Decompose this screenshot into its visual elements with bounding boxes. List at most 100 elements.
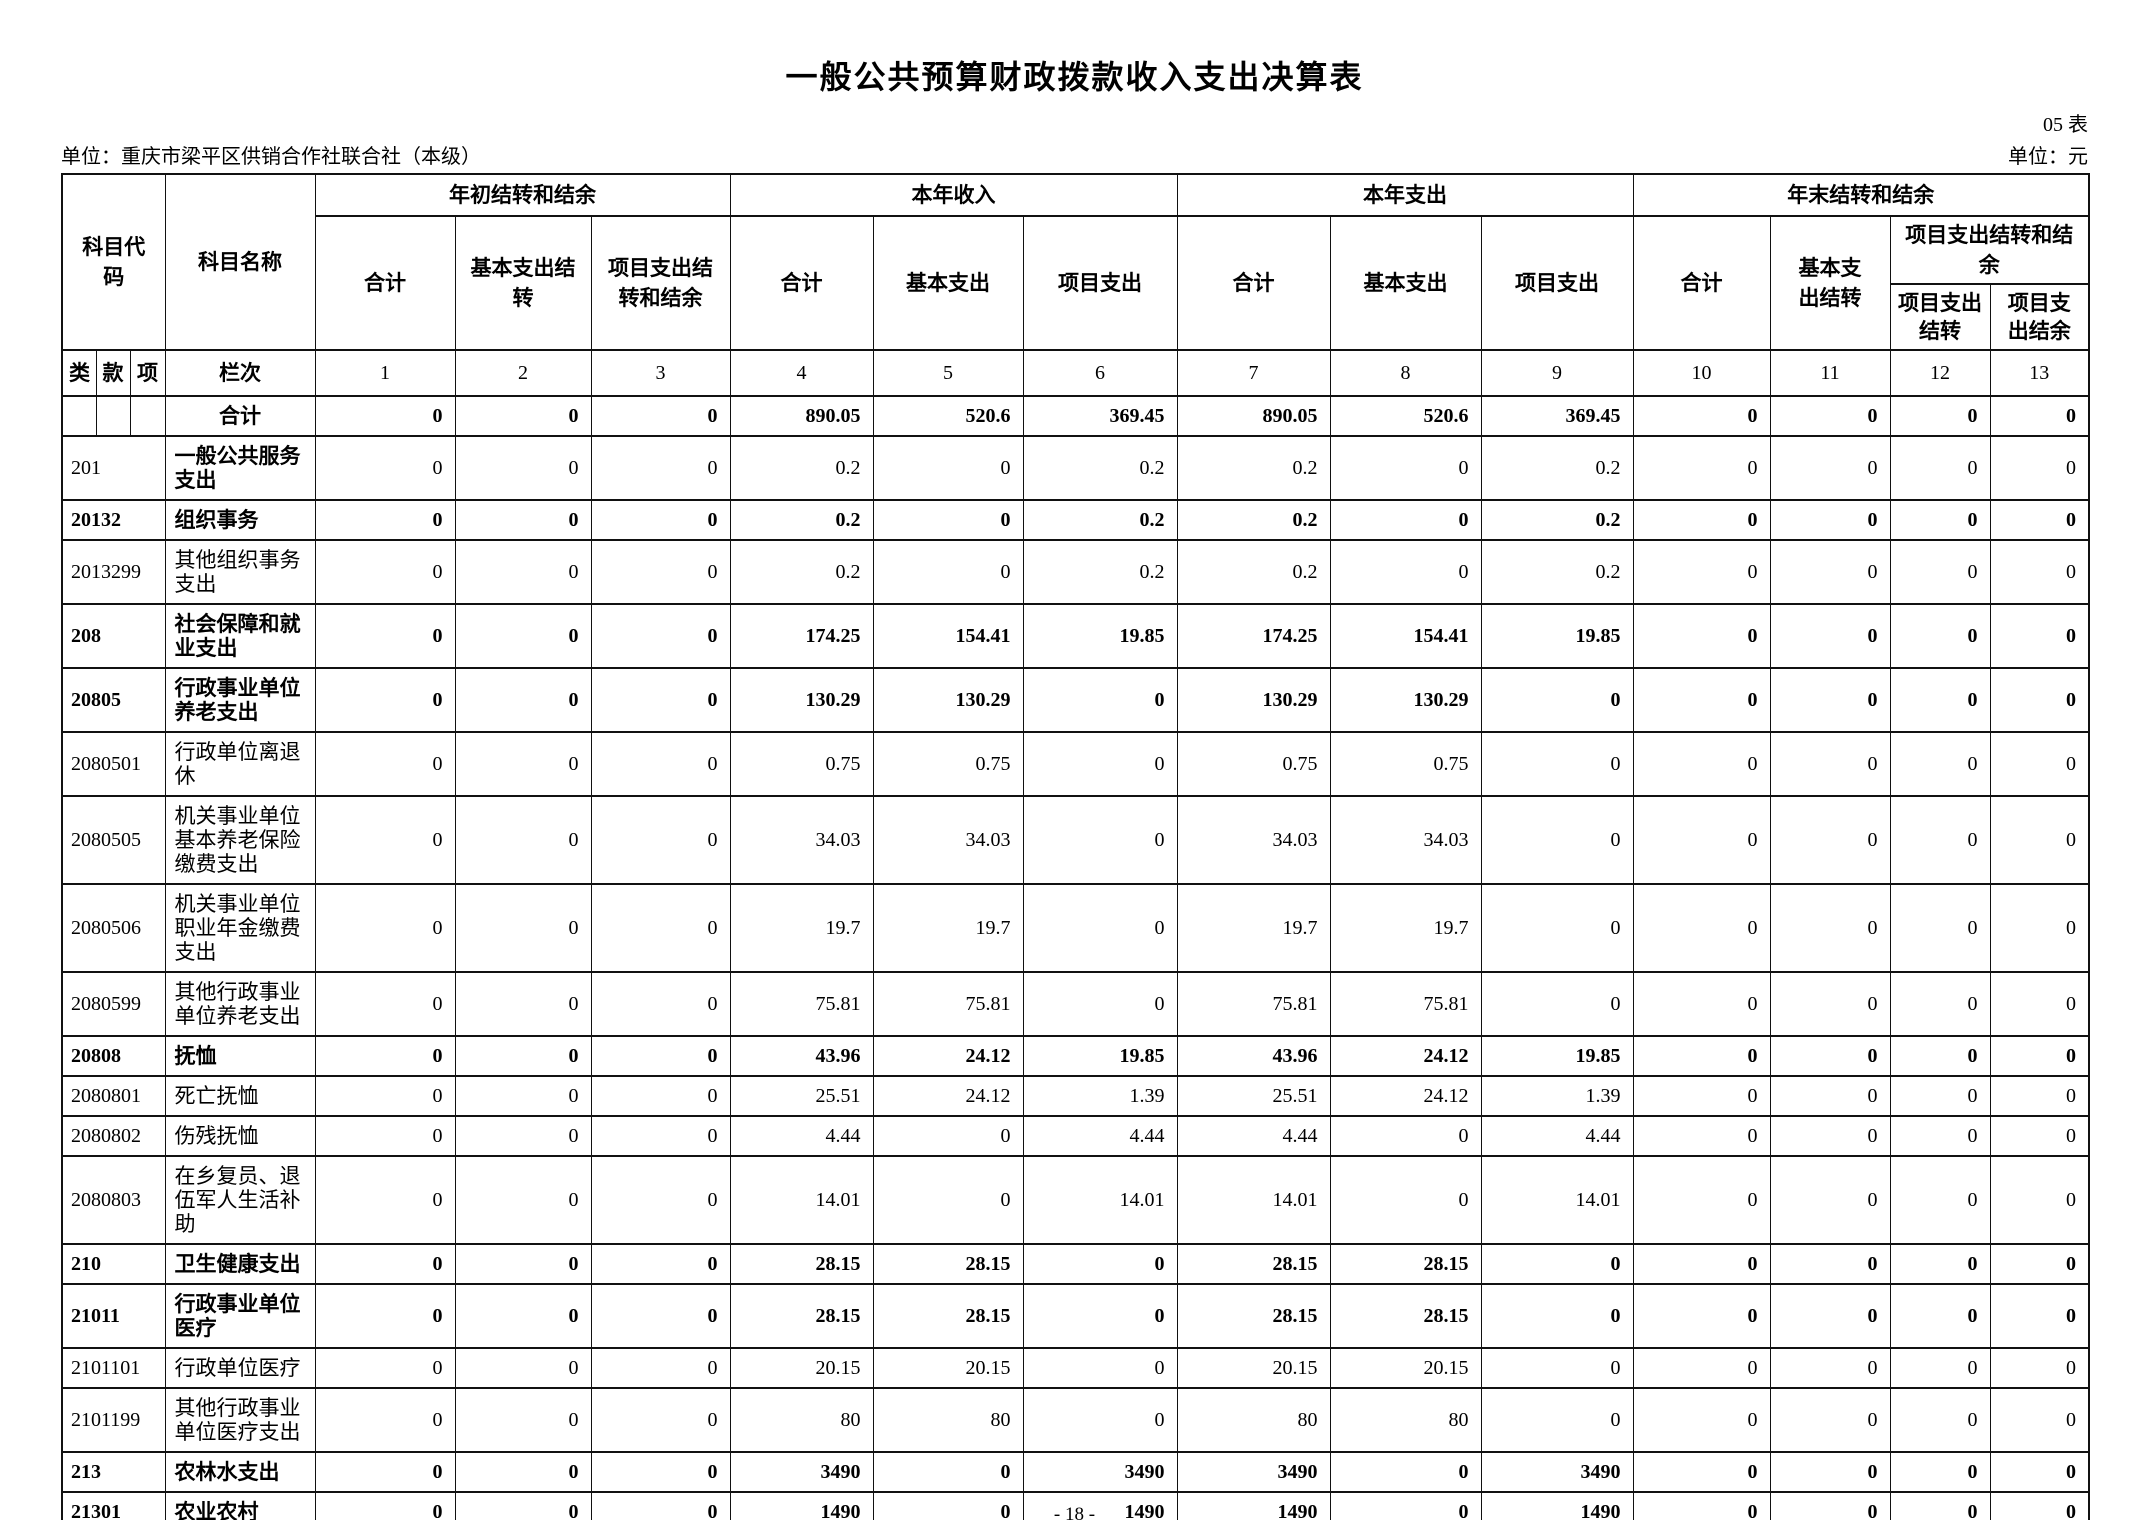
table-row: 2080506 机关事业单位职业年金缴费支出 0 0 0 19.7 19.7 0 19.7 19.… <box>61 883 2090 973</box>
value-cell: 0 <box>1329 1491 1482 1520</box>
subject-name-cell: 合计 <box>164 395 316 437</box>
value-cell: 0.2 <box>1480 435 1634 501</box>
value-cell: 0 <box>314 667 456 733</box>
subject-code-cell: 2080801 <box>61 1075 166 1117</box>
value-cell: 0 <box>1769 1451 1891 1493</box>
subject-name-cell: 农业农村 <box>164 1491 316 1520</box>
value-cell: 0.75 <box>1329 731 1482 797</box>
subject-name-cell: 死亡抚恤 <box>164 1075 316 1117</box>
value-cell: 0.75 <box>872 731 1024 797</box>
value-cell: 4.44 <box>1022 1115 1178 1157</box>
column-number: 3 <box>590 349 731 397</box>
value-cell: 0 <box>454 667 592 733</box>
header-col-2: 基本支出结 转 <box>454 215 592 351</box>
value-cell: 0 <box>1329 1155 1482 1245</box>
value-cell: 0 <box>454 1075 592 1117</box>
header-col-1: 合计 <box>314 215 456 351</box>
value-cell: 0 <box>1889 883 1991 973</box>
value-cell: 0 <box>454 795 592 885</box>
value-cell: 0 <box>1769 1115 1891 1157</box>
value-cell: 0 <box>1480 731 1634 797</box>
column-number: 7 <box>1176 349 1331 397</box>
subject-code-cell: 2080803 <box>61 1155 166 1245</box>
subject-code-cell: 20132 <box>61 499 166 541</box>
value-cell: 28.15 <box>729 1283 874 1349</box>
table-row: 201 一般公共服务支出 0 0 0 0.2 0 0.2 0.2 0 0.2 0 0 0 0 <box>61 435 2090 501</box>
value-cell: 0 <box>1480 883 1634 973</box>
subject-code-cell: 20808 <box>61 1035 166 1077</box>
value-cell: 0 <box>590 435 731 501</box>
header-col-10: 合计 <box>1632 215 1771 351</box>
value-cell: 0 <box>1769 1283 1891 1349</box>
value-cell: 0 <box>1769 731 1891 797</box>
value-cell: 0 <box>314 795 456 885</box>
value-cell: 34.03 <box>729 795 874 885</box>
header-code-item: 项 <box>129 349 166 397</box>
table-row: 20132 组织事务 0 0 0 0.2 0 0.2 0.2 0 0.2 0 0 0 0 <box>61 499 2090 541</box>
value-cell: 0 <box>314 395 456 437</box>
value-cell: 19.85 <box>1022 603 1178 669</box>
value-cell: 0 <box>1022 731 1178 797</box>
table-row: 2080801 死亡抚恤 0 0 0 25.51 24.12 1.39 25.51 24.12 1.… <box>61 1075 2090 1117</box>
value-cell: 0 <box>1989 1491 2090 1520</box>
header-group-begin-balance: 年初结转和结余 <box>314 173 731 217</box>
value-cell: 0 <box>1480 1347 1634 1389</box>
value-cell: 0 <box>1022 1283 1178 1349</box>
value-cell: 1490 <box>1480 1491 1634 1520</box>
value-cell: 0.2 <box>1480 499 1634 541</box>
value-cell: 0 <box>1889 1115 1991 1157</box>
value-cell: 0 <box>454 603 592 669</box>
value-cell: 24.12 <box>1329 1075 1482 1117</box>
header-col-9: 项目支出 <box>1480 215 1634 351</box>
value-cell: 0 <box>1022 971 1178 1037</box>
value-cell: 890.05 <box>729 395 874 437</box>
value-cell: 25.51 <box>1176 1075 1331 1117</box>
subject-name-cell: 其他组织事务支出 <box>164 539 316 605</box>
subject-name-cell: 在乡复员、退伍军人生活补助 <box>164 1155 316 1245</box>
value-cell: 19.7 <box>729 883 874 973</box>
value-cell: 0 <box>314 1491 456 1520</box>
value-cell: 0 <box>314 1035 456 1077</box>
value-cell: 28.15 <box>1329 1243 1482 1285</box>
table-row: 20808 抚恤 0 0 0 43.96 24.12 19.85 43.96 24.12 19.85… <box>61 1035 2090 1077</box>
value-cell: 4.44 <box>1176 1115 1331 1157</box>
table-row: 2013299 其他组织事务支出 0 0 0 0.2 0 0.2 0.2 0 0.2 0 0 0 0 <box>61 539 2090 605</box>
value-cell: 0 <box>454 395 592 437</box>
subject-name-cell: 伤残抚恤 <box>164 1115 316 1157</box>
value-cell: 0 <box>872 1115 1024 1157</box>
value-cell: 369.45 <box>1480 395 1634 437</box>
value-cell: 0 <box>1989 1451 2090 1493</box>
value-cell: 0 <box>1632 1387 1771 1453</box>
value-cell: 0 <box>590 1075 731 1117</box>
header-subgroup-project-balance: 项目支出结转和结余 <box>1889 215 2090 285</box>
value-cell: 0 <box>1769 971 1891 1037</box>
value-cell: 0.2 <box>1022 539 1178 605</box>
subject-code-cell: 2080506 <box>61 883 166 973</box>
value-cell: 0 <box>1329 1451 1482 1493</box>
value-cell: 0 <box>1632 1115 1771 1157</box>
subject-name-cell: 行政事业单位养老支出 <box>164 667 316 733</box>
unit-currency-label: 单位：元 <box>2008 146 2088 168</box>
value-cell: 0 <box>1480 1387 1634 1453</box>
value-cell: 0 <box>590 1491 731 1520</box>
value-cell: 0 <box>590 395 731 437</box>
value-cell: 14.01 <box>729 1155 874 1245</box>
value-cell: 0 <box>1022 883 1178 973</box>
table-row: 2080803 在乡复员、退伍军人生活补助 0 0 0 14.01 0 14.01 14.01 0… <box>61 1155 2090 1245</box>
subject-name-cell: 抚恤 <box>164 1035 316 1077</box>
value-cell: 0 <box>454 1491 592 1520</box>
value-cell: 0 <box>314 1387 456 1453</box>
budget-table: 科目代 码 科目名称 年初结转和结余 本年收入 本年支出 年末结转和结余 合计 … <box>61 173 2091 1520</box>
value-cell: 0 <box>454 539 592 605</box>
value-cell: 0 <box>1769 667 1891 733</box>
header-col-8: 基本支出 <box>1329 215 1482 351</box>
header-col-4: 合计 <box>729 215 874 351</box>
document-page: 一般公共预算财政拨款收入支出决算表 05 表 单位：重庆市梁平区供销合作社联合社… <box>0 52 2149 1520</box>
value-cell: 0 <box>1889 1035 1991 1077</box>
value-cell: 0 <box>1769 435 1891 501</box>
table-row: 21301 农业农村 0 0 0 1490 0 1490 1490 0 1490 0 0 0 0 <box>61 1491 2090 1520</box>
header-code-class: 类 <box>61 349 97 397</box>
value-cell: 14.01 <box>1022 1155 1178 1245</box>
value-cell: 0 <box>590 1283 731 1349</box>
value-cell: 0 <box>314 539 456 605</box>
